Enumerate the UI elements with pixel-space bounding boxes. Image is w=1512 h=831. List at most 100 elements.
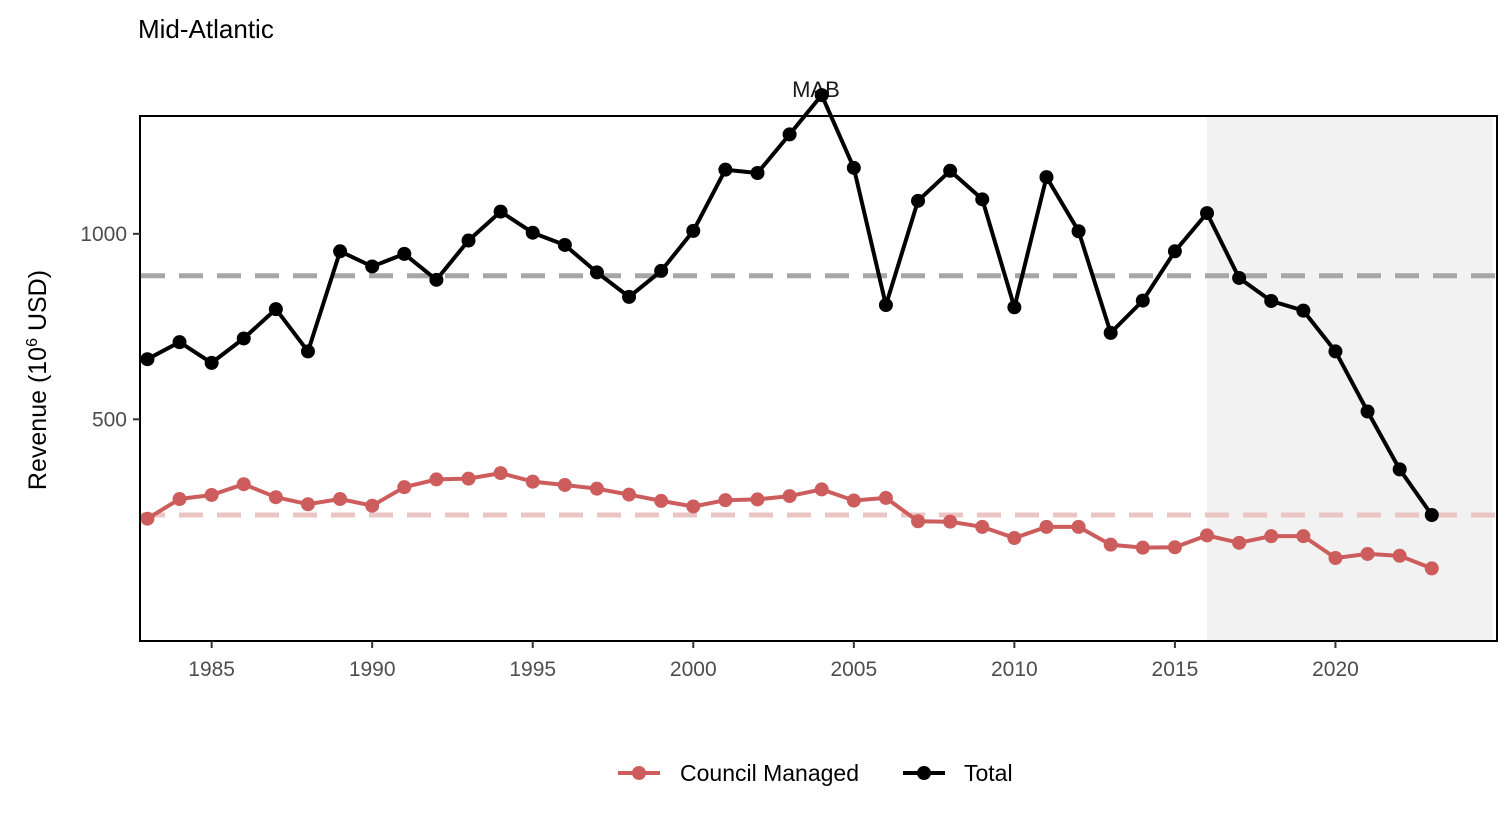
data-point-s0-2017 xyxy=(1232,535,1247,550)
y-axis-title-superscript: 6 xyxy=(24,338,41,347)
data-point-s0-2003 xyxy=(782,489,797,504)
data-point-s0-2007 xyxy=(911,514,926,529)
data-point-s0-2016 xyxy=(1200,528,1215,543)
data-point-s0-1999 xyxy=(654,493,669,508)
data-point-s0-1989 xyxy=(333,492,348,507)
data-point-s0-1987 xyxy=(268,490,283,505)
data-point-s1-1992 xyxy=(429,272,444,287)
data-point-s0-1998 xyxy=(622,487,637,502)
data-point-s1-2011 xyxy=(1039,170,1054,185)
x-tick-label-2015: 2015 xyxy=(1152,658,1199,681)
data-point-s0-2008 xyxy=(943,514,958,529)
data-point-s0-2021 xyxy=(1360,546,1375,561)
data-point-s1-2010 xyxy=(1007,300,1022,315)
data-point-s0-1991 xyxy=(397,480,412,495)
data-point-s1-1997 xyxy=(589,265,604,280)
data-point-s0-2001 xyxy=(718,493,733,508)
data-point-s0-2018 xyxy=(1264,529,1279,544)
x-tick-label-1995: 1995 xyxy=(509,658,556,681)
y-tick-label-500: 500 xyxy=(92,408,127,431)
data-point-s1-2003 xyxy=(782,127,797,142)
data-point-s1-2016 xyxy=(1200,206,1215,221)
y-tick-label-1000: 1000 xyxy=(80,223,127,246)
data-point-s1-1986 xyxy=(236,331,251,346)
data-point-s1-1999 xyxy=(654,263,669,278)
data-point-s1-1985 xyxy=(204,355,219,370)
data-point-s1-2015 xyxy=(1167,244,1182,259)
data-point-s0-2006 xyxy=(878,490,893,505)
y-axis-title: Revenue (106 USD) xyxy=(24,270,52,490)
data-point-s1-1995 xyxy=(525,225,540,240)
series-lines xyxy=(140,88,1439,576)
data-point-s0-1997 xyxy=(589,481,604,496)
y-axis: 500 1000 xyxy=(80,223,140,431)
x-tick-label-2000: 2000 xyxy=(670,658,717,681)
data-point-s0-2012 xyxy=(1071,519,1086,534)
data-point-s1-1988 xyxy=(300,344,315,359)
legend-key-point-1 xyxy=(917,766,931,780)
data-point-s1-2008 xyxy=(943,163,958,178)
data-point-s0-2015 xyxy=(1167,540,1182,555)
data-point-s0-1990 xyxy=(365,498,380,513)
data-point-s1-1989 xyxy=(333,244,348,259)
data-point-s0-2014 xyxy=(1135,540,1150,555)
data-point-s1-2019 xyxy=(1296,303,1311,318)
legend-label-0: Council Managed xyxy=(680,760,859,786)
series-group-0 xyxy=(140,466,1439,576)
data-point-s0-2002 xyxy=(750,492,765,507)
data-point-s0-1983 xyxy=(140,511,155,526)
data-point-s1-2000 xyxy=(686,223,701,238)
data-point-s1-2013 xyxy=(1103,325,1118,340)
y-axis-title-suffix: USD) xyxy=(24,270,52,338)
data-point-s1-2007 xyxy=(911,193,926,208)
data-point-s0-1993 xyxy=(461,471,476,486)
legend-label-1: Total xyxy=(964,760,1013,786)
data-point-s1-2001 xyxy=(718,162,733,177)
data-point-s0-2019 xyxy=(1296,529,1311,544)
x-tick-label-2005: 2005 xyxy=(830,658,877,681)
x-tick-label-1990: 1990 xyxy=(349,658,396,681)
data-point-s1-2022 xyxy=(1392,462,1407,477)
data-point-s1-2006 xyxy=(878,298,893,313)
data-point-s0-2000 xyxy=(686,499,701,514)
data-point-s1-2004 xyxy=(814,88,829,103)
data-point-s0-2023 xyxy=(1424,561,1439,576)
legend-key-point-0 xyxy=(632,766,646,780)
data-point-s0-1994 xyxy=(493,466,508,481)
data-point-s1-2021 xyxy=(1360,404,1375,419)
legend: Council Managed Total xyxy=(618,760,1013,786)
data-point-s1-1991 xyxy=(397,246,412,261)
data-point-s0-1995 xyxy=(525,474,540,489)
y-axis-title-main: Revenue (10 xyxy=(24,347,52,490)
data-point-s0-1985 xyxy=(204,487,219,502)
data-point-s0-2013 xyxy=(1103,537,1118,552)
data-point-s1-2005 xyxy=(846,160,861,175)
data-point-s1-2012 xyxy=(1071,224,1086,239)
data-point-s1-1993 xyxy=(461,233,476,248)
data-point-s0-1992 xyxy=(429,472,444,487)
data-point-s1-1994 xyxy=(493,204,508,219)
x-axis: 1985 1990 1995 2000 2005 2010 2015 2020 xyxy=(188,641,1359,681)
data-point-s0-1984 xyxy=(172,492,187,507)
data-point-s1-2014 xyxy=(1135,293,1150,308)
x-tick-label-2020: 2020 xyxy=(1312,658,1359,681)
data-point-s0-1996 xyxy=(557,477,572,492)
data-point-s1-1990 xyxy=(365,259,380,274)
data-point-s0-1988 xyxy=(300,497,315,512)
data-point-s1-1983 xyxy=(140,352,155,367)
data-point-s0-2011 xyxy=(1039,519,1054,534)
data-point-s0-2020 xyxy=(1328,551,1343,566)
data-point-s0-1986 xyxy=(236,477,251,492)
data-point-s1-2009 xyxy=(975,192,990,207)
data-point-s1-2018 xyxy=(1264,293,1279,308)
chart-title: Mid-Atlantic xyxy=(138,14,274,44)
data-point-s0-2009 xyxy=(975,519,990,534)
data-point-s1-2020 xyxy=(1328,344,1343,359)
data-point-s1-1996 xyxy=(557,237,572,252)
data-point-s1-2002 xyxy=(750,166,765,181)
x-tick-label-2010: 2010 xyxy=(991,658,1038,681)
x-tick-label-1985: 1985 xyxy=(188,658,235,681)
panel-border xyxy=(139,115,1498,642)
data-point-s0-2004 xyxy=(814,482,829,497)
data-point-s0-2010 xyxy=(1007,530,1022,545)
